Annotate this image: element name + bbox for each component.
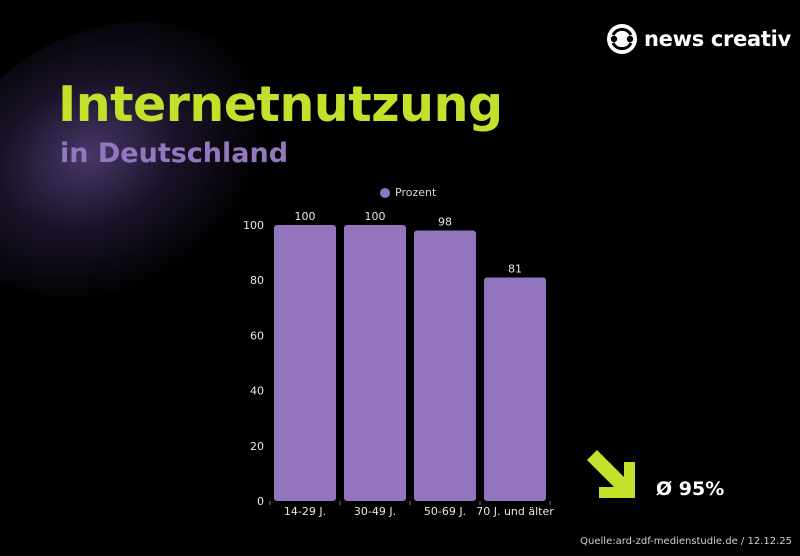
y-tick-label: 0 xyxy=(257,495,264,508)
average-value: Ø 95% xyxy=(656,478,725,500)
x-tick-label: 30-49 J. xyxy=(354,505,396,518)
y-tick-label: 80 xyxy=(250,274,264,287)
y-tick-label: 60 xyxy=(250,329,264,342)
news-creativ-logo-icon xyxy=(607,24,637,54)
x-tick-label: 50-69 J. xyxy=(424,505,466,518)
y-tick-label: 20 xyxy=(250,440,264,453)
data-label: 100 xyxy=(295,210,316,223)
data-label: 81 xyxy=(508,262,522,275)
arrow-down-right-icon xyxy=(587,450,635,498)
x-tick-label: 70 J. und älter xyxy=(476,505,554,518)
bar xyxy=(414,230,476,501)
data-label: 100 xyxy=(365,210,386,223)
legend-label: Prozent xyxy=(395,186,437,199)
chart-subtitle: in Deutschland xyxy=(60,138,289,169)
chart-title: Internetnutzung xyxy=(58,76,503,133)
chart-legend: Prozent xyxy=(380,186,436,199)
bar xyxy=(484,277,546,501)
brand-logo: news creativ xyxy=(606,22,791,56)
source-note: Quelle:ard-zdf-medienstudie.de / 12.12.2… xyxy=(580,536,792,547)
y-tick-label: 40 xyxy=(250,385,264,398)
legend-swatch xyxy=(380,187,390,198)
bar xyxy=(344,225,406,501)
data-label: 98 xyxy=(438,216,452,229)
bar xyxy=(274,225,336,501)
x-tick-label: 14-29 J. xyxy=(284,505,326,518)
brand-name: news creativ xyxy=(644,27,791,51)
y-tick-label: 100 xyxy=(243,219,264,232)
